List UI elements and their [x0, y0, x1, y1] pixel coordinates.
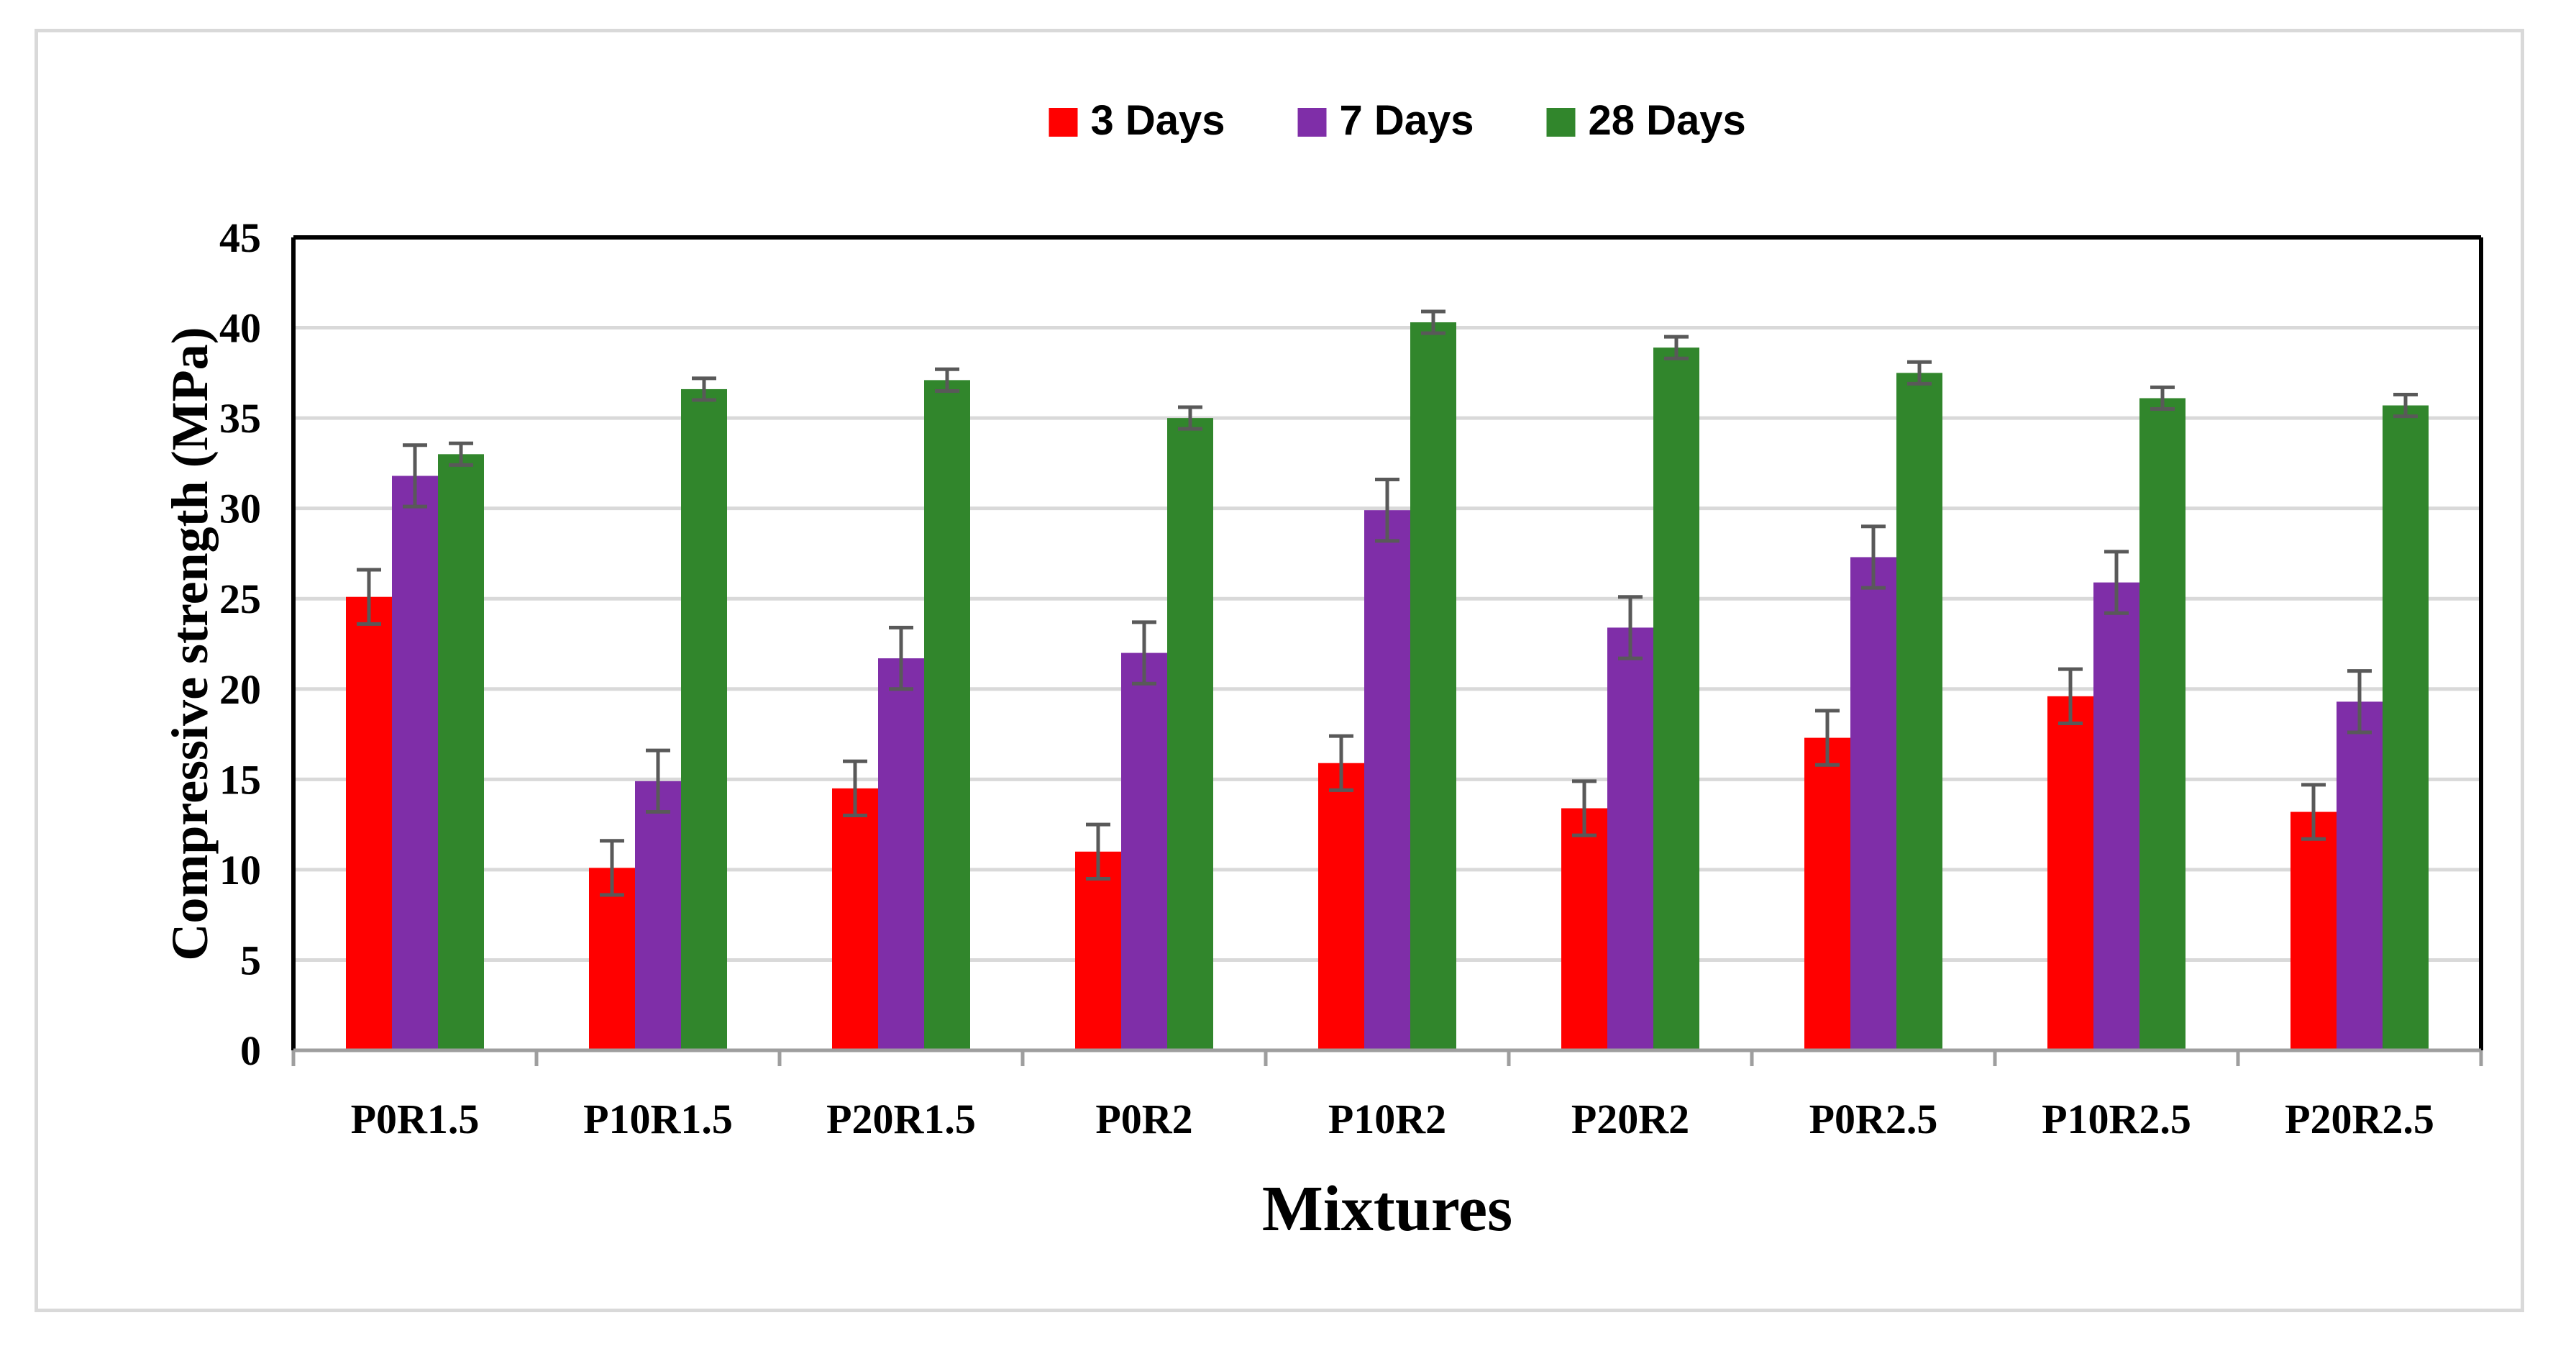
error-bar	[1664, 335, 1689, 360]
bar-3-days	[832, 788, 878, 1050]
error-bar	[2104, 550, 2129, 615]
error-bar	[449, 441, 473, 467]
x-tick-label: P0R2.5	[1809, 1096, 1938, 1142]
bar-7-days	[1607, 627, 1653, 1050]
y-axis-title: Compressive strength (MPa)	[161, 327, 219, 960]
error-bar	[646, 748, 670, 814]
bar-3-days	[2047, 696, 2093, 1050]
chart-frame: 0 5 10 15 20 25 30 35 40 45 P0R1.5 P10R1.5 P20R1.5 P0…	[35, 29, 2524, 1312]
error-bars	[357, 309, 2418, 897]
bar-3-days	[589, 868, 635, 1050]
bar-28-days	[1653, 347, 1699, 1051]
x-tick-label: P10R1.5	[583, 1096, 733, 1142]
bar-7-days	[1364, 510, 1410, 1050]
y-tick-label: 30	[219, 486, 261, 532]
bar-28-days	[2383, 405, 2429, 1050]
x-tick-label: P0R2	[1095, 1096, 1192, 1142]
y-tick-label: 40	[219, 305, 261, 352]
legend-label: 28 Days	[1589, 97, 1746, 144]
bar-28-days	[924, 380, 970, 1050]
bar-3-days	[2290, 811, 2337, 1050]
error-bar	[1178, 405, 1202, 431]
y-tick-label: 0	[240, 1027, 261, 1074]
bar-3-days	[1561, 808, 1607, 1050]
bar-3-days	[1804, 737, 1850, 1050]
bar-7-days	[1850, 557, 1896, 1050]
error-bar	[1572, 779, 1597, 837]
x-tick-label: P20R2.5	[2285, 1096, 2434, 1142]
error-bar	[1815, 709, 1840, 767]
bar-7-days	[392, 476, 438, 1050]
bar-7-days	[2337, 701, 2383, 1050]
bar-3-days	[1318, 763, 1364, 1050]
bar-28-days	[438, 454, 484, 1050]
tick-labels: 0 5 10 15 20 25 30 35 40 45 P0R1.5 P10R1.5 P20R1.5 P0…	[219, 214, 2434, 1142]
error-bar	[1618, 595, 1643, 660]
compressive-strength-chart: 0 5 10 15 20 25 30 35 40 45 P0R1.5 P10R1.5 P20R1.5 P0…	[161, 97, 2483, 1245]
y-tick-label: 35	[219, 395, 261, 442]
error-bar	[2301, 783, 2326, 841]
x-axis-title: Mixtures	[1262, 1173, 1512, 1245]
error-bar	[1132, 620, 1156, 686]
x-tick-label: P20R2	[1571, 1096, 1689, 1142]
error-bar	[692, 376, 716, 402]
legend-label: 3 Days	[1091, 97, 1225, 144]
error-bar	[1421, 309, 1445, 335]
axes	[291, 235, 2483, 1066]
y-tick-label: 5	[240, 937, 261, 983]
x-tick-label: P0R1.5	[351, 1096, 480, 1142]
bar-28-days	[1896, 373, 1942, 1050]
error-bar	[1086, 822, 1110, 881]
error-bar	[2347, 669, 2372, 735]
bar-3-days	[346, 596, 392, 1050]
legend[interactable]: 3 Days 7 Days 28 Days	[1049, 97, 1746, 144]
bar-28-days	[681, 388, 727, 1050]
y-tick-label: 45	[219, 214, 261, 261]
legend-swatch	[1297, 108, 1327, 137]
bar-3-days	[1075, 851, 1121, 1050]
y-tick-label: 25	[219, 576, 261, 622]
error-bar	[889, 625, 913, 691]
bar-28-days	[1410, 322, 1456, 1050]
y-tick-label: 10	[219, 847, 261, 893]
error-bar	[1375, 477, 1399, 543]
error-bar	[357, 568, 381, 626]
bar-7-days	[2093, 582, 2139, 1050]
x-tick-label: P20R1.5	[826, 1096, 976, 1142]
x-tick-label: P10R2.5	[2042, 1096, 2191, 1142]
error-bar	[600, 839, 624, 897]
legend-label: 7 Days	[1340, 97, 1474, 144]
legend-swatch	[1049, 108, 1078, 137]
bar-28-days	[1167, 418, 1213, 1050]
error-bar	[843, 759, 867, 818]
legend-item-3-days[interactable]: 3 Days	[1049, 97, 1225, 144]
y-tick-label: 15	[219, 756, 261, 803]
error-bar	[2058, 667, 2083, 725]
bar-7-days	[635, 781, 681, 1050]
error-bar	[1861, 524, 1886, 590]
bar-7-days	[1121, 652, 1167, 1050]
legend-item-28-days[interactable]: 28 Days	[1546, 97, 1746, 144]
bar-7-days	[878, 658, 924, 1050]
error-bar	[935, 367, 959, 393]
error-bar	[403, 443, 427, 509]
legend-item-7-days[interactable]: 7 Days	[1297, 97, 1474, 144]
legend-swatch	[1546, 108, 1576, 137]
y-tick-label: 20	[219, 666, 261, 713]
error-bar	[1329, 734, 1353, 792]
error-bar	[2393, 392, 2418, 419]
x-tick-label: P10R2	[1328, 1096, 1446, 1142]
bar-28-days	[2139, 398, 2186, 1050]
bars	[346, 322, 2429, 1051]
error-bar	[2150, 385, 2175, 411]
error-bar	[1907, 360, 1932, 386]
